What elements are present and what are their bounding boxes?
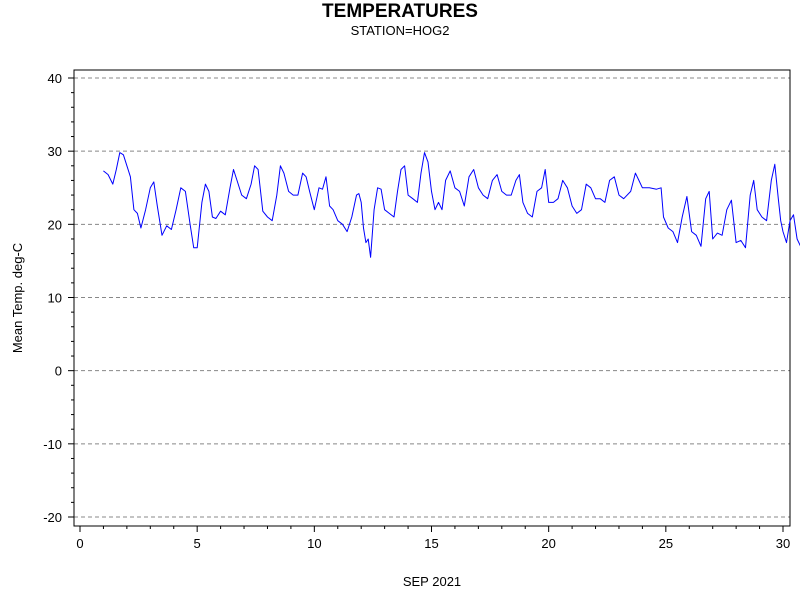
x-axis-label: SEP 2021 xyxy=(403,574,461,589)
y-tick-label: -20 xyxy=(43,510,62,525)
y-tick-label: 40 xyxy=(48,71,62,86)
y-axis: -20 -10 0 10 20 30 40 xyxy=(43,71,74,525)
y-tick-label: 10 xyxy=(48,291,62,306)
x-tick-label: 10 xyxy=(307,536,321,551)
x-tick-label: 0 xyxy=(76,536,83,551)
y-tick-label: 0 xyxy=(55,364,62,379)
y-axis-label: Mean Temp. deg-C xyxy=(10,243,25,353)
x-tick-label: 25 xyxy=(659,536,673,551)
chart-subtitle: STATION=HOG2 xyxy=(350,23,450,38)
grid-lines xyxy=(74,77,790,518)
x-tick-label: 15 xyxy=(424,536,438,551)
y-tick-label: -10 xyxy=(43,437,62,452)
x-tick-label: 20 xyxy=(541,536,555,551)
series-line xyxy=(103,152,800,258)
x-tick-label: 30 xyxy=(776,536,790,551)
chart-title: TEMPERATURES xyxy=(322,1,478,22)
x-tick-label: 5 xyxy=(194,536,201,551)
series-group xyxy=(103,152,800,258)
y-tick-label: 30 xyxy=(48,144,62,159)
x-axis: 0 5 10 15 20 25 30 xyxy=(76,526,790,551)
y-tick-label: 20 xyxy=(48,217,62,232)
